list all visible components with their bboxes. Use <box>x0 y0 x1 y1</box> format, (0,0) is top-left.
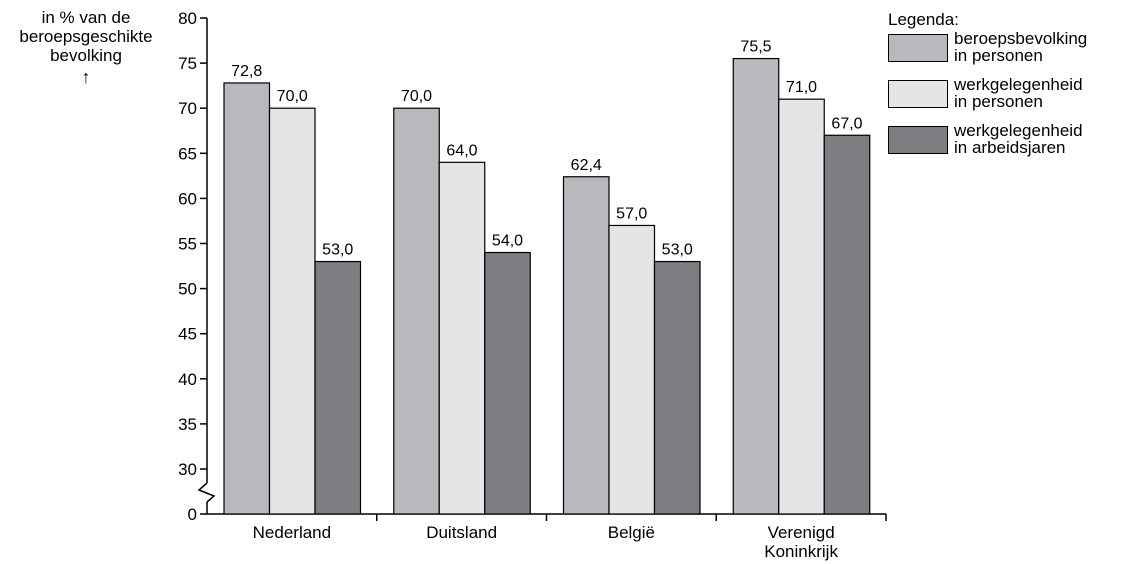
x-tick-label: België <box>608 523 655 542</box>
y-tick-label: 80 <box>178 9 197 28</box>
legend-label-line: in personen <box>954 46 1043 65</box>
bar-value-label: 54,0 <box>492 233 523 250</box>
y-tick-label: 35 <box>178 415 197 434</box>
legend-item-werkgelegenheid-arbeidsjaren: werkgelegenheid in arbeidsjaren <box>888 122 1083 168</box>
legend-label-line: beroepsbevolking <box>954 29 1088 48</box>
y-axis-label-line-3: bevolking <box>50 46 122 65</box>
bar <box>608 224 656 515</box>
y-tick-label: 60 <box>178 189 197 208</box>
bar <box>268 107 316 515</box>
legend-title: Legenda: <box>888 10 959 29</box>
y-tick-label: 30 <box>178 460 197 479</box>
y-axis-arrow-icon: ↑ <box>81 67 91 87</box>
bar <box>823 134 871 515</box>
bar-value-label: 53,0 <box>662 242 693 259</box>
bar-value-label: 62,4 <box>571 157 602 174</box>
y-axis-label-line-1: in % van de <box>41 8 131 27</box>
legend-item-werkgelegenheid-personen: werkgelegenheid in personen <box>888 76 1083 122</box>
bar <box>438 161 486 515</box>
legend-swatch <box>888 80 948 108</box>
axis-break-mark <box>197 482 216 503</box>
legend-label-line: in arbeidsjaren <box>954 138 1066 157</box>
bar-value-label: 53,0 <box>322 242 353 259</box>
bar-value-label: 75,5 <box>740 39 771 56</box>
legend-swatch <box>888 34 948 62</box>
y-tick-label: 50 <box>178 280 197 299</box>
bar-value-label: 72,8 <box>231 63 262 80</box>
y-tick-label: 70 <box>178 99 197 118</box>
y-tick-label: 55 <box>178 235 197 254</box>
bar-value-label: 57,0 <box>616 205 647 222</box>
bar <box>732 57 780 515</box>
x-tick-label: Koninkrijk <box>764 542 838 561</box>
bar <box>314 260 362 515</box>
legend-label-line: werkgelegenheid <box>954 75 1083 94</box>
bar-value-label: 71,0 <box>786 79 817 96</box>
y-tick-label: 0 <box>188 505 197 524</box>
y-tick-label: 75 <box>178 54 197 73</box>
y-axis-label: in % van de beroepsgeschikte bevolking ↑ <box>0 8 172 87</box>
bar <box>778 98 825 515</box>
bar-value-label: 67,0 <box>831 115 862 132</box>
bar-value-label: 64,0 <box>446 142 477 159</box>
legend-swatch <box>888 126 948 154</box>
bar <box>562 176 610 515</box>
bar-value-label: 70,0 <box>401 88 432 105</box>
y-tick-label: 45 <box>178 325 197 344</box>
legend-item-beroepsbevolking: beroepsbevolking in personen <box>888 30 1087 76</box>
x-tick-label: Nederland <box>253 523 331 542</box>
y-tick-label: 40 <box>178 370 197 389</box>
legend-label-line: in personen <box>954 92 1043 111</box>
y-tick-label: 65 <box>178 144 197 163</box>
y-axis-label-line-2: beroepsgeschikte <box>19 27 153 46</box>
bar-value-label: 70,0 <box>277 88 308 105</box>
legend-label-line: werkgelegenheid <box>954 121 1083 140</box>
x-tick-label: Duitsland <box>426 523 497 542</box>
bar <box>653 260 701 515</box>
bar <box>223 82 271 515</box>
legend: Legenda: beroepsbevolking in personen we… <box>888 10 1087 168</box>
bar <box>393 107 440 515</box>
bar <box>484 251 531 515</box>
x-tick-label: Verenigd <box>768 523 835 542</box>
